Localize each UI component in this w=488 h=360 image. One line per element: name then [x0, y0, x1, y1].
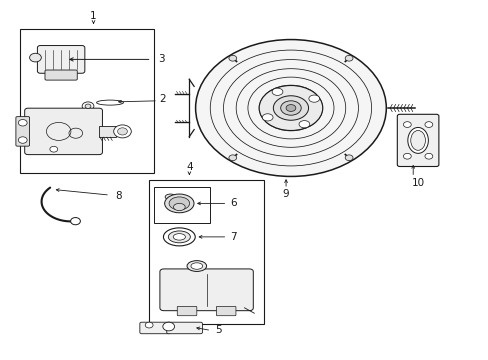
Ellipse shape — [259, 86, 322, 131]
FancyBboxPatch shape — [166, 322, 202, 334]
Circle shape — [403, 122, 410, 127]
Circle shape — [403, 153, 410, 159]
Ellipse shape — [173, 203, 185, 211]
Text: 10: 10 — [411, 178, 424, 188]
Bar — [149, 180, 264, 324]
Circle shape — [70, 217, 80, 225]
FancyBboxPatch shape — [396, 114, 438, 166]
Text: 5: 5 — [215, 325, 222, 336]
Text: 4: 4 — [185, 162, 192, 172]
Ellipse shape — [195, 40, 386, 176]
Text: 3: 3 — [158, 54, 164, 64]
Circle shape — [345, 55, 352, 61]
Circle shape — [163, 322, 174, 331]
Ellipse shape — [280, 101, 301, 115]
Ellipse shape — [163, 228, 195, 246]
Ellipse shape — [271, 88, 283, 95]
Text: 8: 8 — [115, 191, 122, 201]
Circle shape — [117, 128, 127, 135]
FancyBboxPatch shape — [216, 306, 235, 316]
Circle shape — [424, 122, 432, 127]
Ellipse shape — [96, 100, 123, 105]
Ellipse shape — [298, 121, 309, 128]
Ellipse shape — [169, 197, 189, 210]
FancyBboxPatch shape — [45, 70, 77, 80]
Circle shape — [82, 102, 94, 111]
Circle shape — [75, 109, 81, 114]
Circle shape — [113, 125, 131, 138]
Ellipse shape — [273, 96, 308, 120]
FancyBboxPatch shape — [177, 306, 196, 316]
Ellipse shape — [407, 127, 427, 153]
Circle shape — [345, 155, 352, 161]
FancyBboxPatch shape — [160, 269, 253, 311]
FancyBboxPatch shape — [140, 322, 170, 334]
FancyBboxPatch shape — [16, 117, 30, 146]
Ellipse shape — [262, 114, 272, 121]
Circle shape — [19, 120, 27, 126]
Circle shape — [19, 137, 27, 143]
Circle shape — [29, 53, 41, 62]
Text: 2: 2 — [159, 94, 165, 104]
FancyBboxPatch shape — [25, 108, 102, 155]
Ellipse shape — [186, 261, 206, 271]
Circle shape — [228, 55, 236, 61]
Ellipse shape — [164, 194, 194, 213]
Circle shape — [145, 322, 153, 328]
Circle shape — [424, 153, 432, 159]
Text: 9: 9 — [282, 189, 289, 199]
Ellipse shape — [168, 231, 190, 243]
Circle shape — [85, 104, 91, 108]
Text: 7: 7 — [229, 232, 236, 242]
Ellipse shape — [308, 95, 319, 102]
Bar — [99, 126, 116, 137]
FancyBboxPatch shape — [37, 46, 85, 73]
Ellipse shape — [410, 131, 425, 150]
Text: 1: 1 — [90, 11, 97, 21]
Bar — [20, 29, 154, 173]
Ellipse shape — [173, 234, 185, 240]
Ellipse shape — [165, 194, 176, 200]
Bar — [154, 187, 210, 223]
Ellipse shape — [285, 105, 295, 112]
Circle shape — [50, 147, 58, 152]
Ellipse shape — [190, 263, 202, 269]
Circle shape — [228, 155, 236, 161]
Text: 6: 6 — [229, 198, 236, 208]
